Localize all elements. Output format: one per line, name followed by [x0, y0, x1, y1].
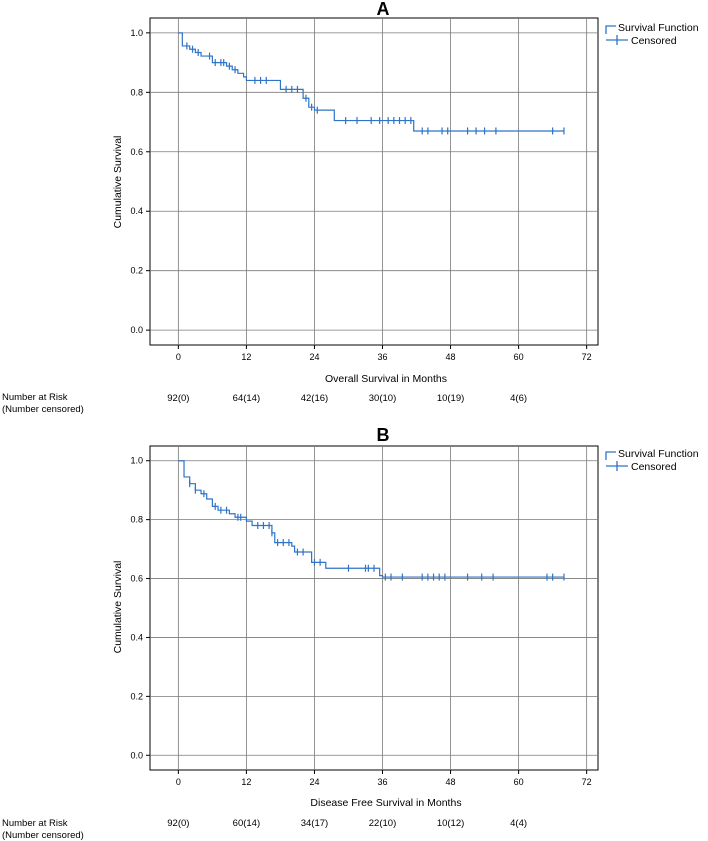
risk-value: 42(16) [301, 393, 328, 404]
legend: Survival Function Censored [605, 448, 699, 473]
risk-value: 10(12) [437, 818, 464, 829]
y-tick-label: 0.8 [130, 515, 143, 525]
risk-values-row: 92(0) 64(14) 42(16) 30(10) 10(19) 4(6) [167, 393, 527, 404]
gridlines [150, 446, 598, 770]
y-tick-label: 0.6 [130, 147, 143, 157]
panel-title: B [377, 425, 390, 445]
legend-survival-label: Survival Function [618, 22, 699, 34]
x-tick-label: 48 [446, 352, 456, 362]
chart-panel-a: 0.0 0.2 0.4 0.6 0.8 1.0 0 12 24 36 48 60 72 92(0) 64… [2, 0, 699, 415]
risk-table-sublabel: (Number censored) [2, 830, 84, 841]
risk-table-sublabel: (Number censored) [2, 404, 84, 415]
risk-value: 30(10) [369, 393, 396, 404]
risk-value: 22(10) [369, 818, 396, 829]
x-axis-label: Disease Free Survival in Months [310, 797, 461, 809]
y-axis-ticks: 0.0 0.2 0.4 0.6 0.8 1.0 [130, 456, 150, 760]
legend-censored-label: Censored [631, 35, 677, 47]
y-tick-label: 0.2 [130, 691, 143, 701]
legend-survival-swatch [605, 25, 616, 34]
x-tick-label: 48 [446, 777, 456, 787]
gridlines [150, 18, 598, 345]
x-tick-label: 12 [241, 352, 251, 362]
y-tick-label: 0.4 [130, 632, 143, 642]
y-axis-ticks: 0.0 0.2 0.4 0.6 0.8 1.0 [130, 28, 150, 335]
legend-survival-label: Survival Function [618, 448, 699, 460]
plot-area [149, 445, 599, 771]
risk-table-label: Number at Risk [2, 392, 68, 403]
plot-area [149, 17, 599, 346]
y-axis-label: Cumulative Survival [112, 136, 124, 229]
legend-survival-swatch [605, 451, 616, 460]
y-tick-label: 0.4 [130, 206, 143, 216]
x-axis-label: Overall Survival in Months [325, 373, 447, 385]
censored-marks [189, 480, 565, 581]
y-tick-label: 1.0 [130, 28, 143, 38]
legend-censored-label: Censored [631, 461, 677, 473]
x-tick-label: 0 [176, 777, 181, 787]
risk-value: 64(14) [233, 393, 260, 404]
legend: Survival Function Censored [605, 22, 699, 47]
y-tick-label: 0.8 [130, 87, 143, 97]
survival-curve [178, 460, 564, 578]
x-tick-label: 72 [582, 777, 592, 787]
x-tick-label: 0 [176, 352, 181, 362]
y-tick-label: 1.0 [130, 456, 143, 466]
x-axis-ticks: 0 12 24 36 48 60 72 [176, 345, 592, 362]
legend-censored-swatch [606, 461, 628, 471]
x-tick-label: 36 [377, 352, 387, 362]
x-tick-label: 36 [377, 777, 387, 787]
x-tick-label: 60 [514, 352, 524, 362]
survival-curve [178, 32, 564, 132]
risk-table-label: Number at Risk [2, 818, 68, 829]
y-tick-label: 0.0 [130, 750, 143, 760]
y-tick-label: 0.6 [130, 574, 143, 584]
x-tick-label: 24 [309, 352, 319, 362]
x-axis-ticks: 0 12 24 36 48 60 72 [176, 770, 592, 787]
risk-value: 10(19) [437, 393, 464, 404]
censored-marks [186, 42, 565, 135]
risk-value: 60(14) [233, 818, 260, 829]
y-tick-label: 0.2 [130, 266, 143, 276]
x-tick-label: 60 [514, 777, 524, 787]
survival-step-line [178, 460, 564, 578]
chart-panel-b: 0.0 0.2 0.4 0.6 0.8 1.0 0 12 24 36 48 60 72 92(0) 60… [2, 425, 699, 841]
x-tick-label: 24 [309, 777, 319, 787]
y-axis-label: Cumulative Survival [112, 561, 124, 654]
risk-value: 92(0) [167, 818, 189, 829]
risk-value: 92(0) [167, 393, 189, 404]
y-tick-label: 0.0 [130, 325, 143, 335]
risk-value: 4(4) [510, 818, 527, 829]
risk-values-row: 92(0) 60(14) 34(17) 22(10) 10(12) 4(4) [167, 818, 527, 829]
x-tick-label: 72 [582, 352, 592, 362]
risk-value: 4(6) [510, 393, 527, 404]
x-tick-label: 12 [241, 777, 251, 787]
panel-title: A [377, 0, 390, 19]
legend-censored-swatch [606, 35, 628, 45]
survival-step-line [178, 32, 564, 132]
risk-value: 34(17) [301, 818, 328, 829]
